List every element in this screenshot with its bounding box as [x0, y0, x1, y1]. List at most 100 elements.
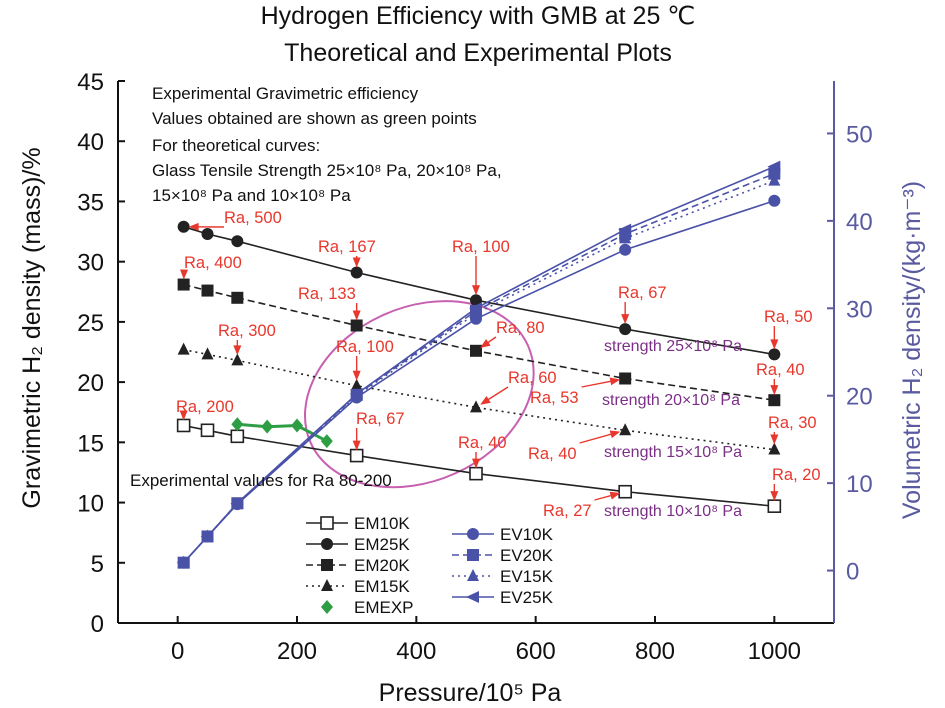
ra-annotation-label: Ra, 30: [768, 414, 817, 432]
x-tick-label: 1000: [748, 638, 801, 665]
legend-item-em25k: EM25K: [306, 535, 410, 554]
experimental-label: Experimental values for Ra 80-200: [130, 471, 392, 490]
legend-label-ev25k: EV25K: [500, 588, 554, 607]
series-emexp: [231, 417, 333, 449]
ra-annotation-arrowhead: [472, 458, 480, 469]
x-tick-label: 0: [171, 638, 184, 665]
point-em20k: [231, 291, 244, 304]
point-ev25k: [176, 556, 190, 569]
y-left-tick-label: 0: [91, 611, 104, 638]
point-ev10k: [768, 194, 781, 207]
y-left-tick-label: 20: [77, 370, 104, 397]
point-em10k: [469, 466, 483, 481]
ra-annotation-label: Ra, 67: [356, 410, 405, 428]
legend-marker-em15k: [321, 579, 333, 591]
legend-marker-emexp: [321, 600, 333, 614]
point-em10k: [349, 448, 364, 463]
point-em25k: [470, 294, 482, 307]
legend-item-ev15k: EV15K: [452, 567, 554, 586]
legend-label-em25k: EM25K: [354, 535, 410, 554]
ra-annotation-label: Ra, 80: [496, 319, 545, 337]
y-axis-label-right: Volumetric H₂ density/(kg·m⁻³): [898, 181, 926, 519]
series-layer: [176, 160, 782, 569]
legend-marker-ev25k: [466, 591, 479, 603]
y-left-tick-label: 10: [77, 491, 104, 518]
x-tick-label: 800: [635, 638, 675, 665]
point-ev15k: [619, 231, 632, 244]
ra-annotation-arrowhead: [480, 338, 491, 348]
ra-annotation-arrowhead: [770, 339, 779, 350]
legend-label-em10k: EM10K: [354, 514, 410, 533]
y-left-tick-label: 5: [91, 551, 104, 578]
annotations-layer: Ra, 500 Ra, 400 Ra, 300 Ra, 200 Ra, 167 Ra, 1…: [176, 209, 821, 520]
legend-item-ev10k: EV10K: [452, 525, 554, 544]
highlight-ellipse-layer: [303, 300, 535, 489]
point-emexp: [231, 417, 244, 432]
point-em20k: [350, 319, 363, 332]
y-left-tick-label: 25: [77, 310, 104, 337]
ra-annotation-label: Ra, 40: [528, 445, 577, 463]
ra-annotation-label: Ra, 500: [224, 209, 282, 227]
ra-annotation-label: Ra, 400: [184, 254, 242, 272]
ra-annotation-arrowhead: [770, 491, 779, 502]
x-axis-label: Pressure/10⁵ Pa: [379, 679, 562, 707]
series-em15k: [177, 342, 781, 455]
y-right-tick-label: 50: [846, 121, 873, 148]
point-em20k: [470, 344, 482, 357]
legend-marker-ev15k: [467, 569, 479, 581]
legend-item-ev20k: EV20K: [452, 546, 554, 565]
ra-annotation-arrowhead: [609, 377, 621, 386]
ra-annotation-arrowhead: [621, 314, 630, 325]
point-emexp: [261, 419, 274, 434]
ra-annotation-arrowhead: [352, 257, 361, 268]
y-right-tick-label: 30: [846, 296, 873, 323]
legend-label-em15k: EM15K: [354, 577, 410, 596]
ra-annotation-arrowhead: [352, 440, 361, 451]
point-ev25k: [767, 160, 781, 173]
point-emexp: [320, 434, 333, 449]
legend-label-emexp: EMEXP: [354, 598, 414, 617]
series-line-emexp: [237, 422, 328, 443]
ra-annotation-arrowhead: [472, 285, 480, 296]
chart-title-line-1: Hydrogen Efficiency with GMB at 25 ℃: [261, 2, 696, 30]
point-em25k: [768, 348, 781, 361]
point-em15k: [350, 378, 363, 391]
point-em15k: [201, 347, 214, 360]
ra-annotation-arrowhead: [233, 345, 242, 356]
ra-annotation-arrowhead: [480, 395, 491, 405]
y-right-tick-label: 40: [846, 209, 873, 236]
point-em25k: [201, 227, 214, 240]
point-emexp: [291, 418, 303, 433]
x-tick-label: 600: [516, 638, 556, 665]
legend-label-em20k: EM20K: [354, 556, 410, 575]
legend-marker-ev10k: [467, 528, 479, 540]
y-left-tick-label: 35: [77, 189, 104, 216]
ra-annotation-label: Ra, 40: [756, 361, 805, 379]
point-em25k: [350, 266, 363, 279]
legend-marker-ev20k: [467, 549, 479, 561]
legend-label-ev10k: EV10K: [500, 525, 554, 544]
legend-marker-em20k: [321, 559, 333, 571]
y-right-tick-label: 20: [846, 384, 873, 411]
legend-label-ev20k: EV20K: [500, 546, 554, 565]
ra-annotation-label: Ra, 133: [298, 285, 356, 303]
point-ev25k: [200, 530, 214, 543]
ra-annotation-arrowhead: [188, 222, 199, 231]
point-ev25k: [349, 387, 363, 400]
legend-label-ev15k: EV15K: [500, 567, 554, 586]
point-ev25k: [469, 302, 482, 315]
ra-annotation-label: Ra, 167: [318, 238, 376, 256]
strength-label: strength 10×10⁸ Pa: [604, 503, 742, 520]
y-axis-label-left: Gravimetric H₂ density (mass)/%: [18, 147, 46, 508]
point-ev15k: [768, 173, 781, 186]
point-ev15k: [470, 306, 482, 319]
ra-annotation-label: Ra, 300: [218, 322, 276, 340]
point-em15k: [619, 423, 632, 436]
point-em25k: [177, 220, 190, 233]
ra-annotation-arrowhead: [609, 430, 621, 439]
ra-annotation-label: Ra, 50: [764, 308, 813, 326]
point-em25k: [231, 235, 244, 248]
strength-label: strength 20×10⁸ Pa: [602, 392, 740, 409]
point-em15k: [177, 342, 190, 355]
